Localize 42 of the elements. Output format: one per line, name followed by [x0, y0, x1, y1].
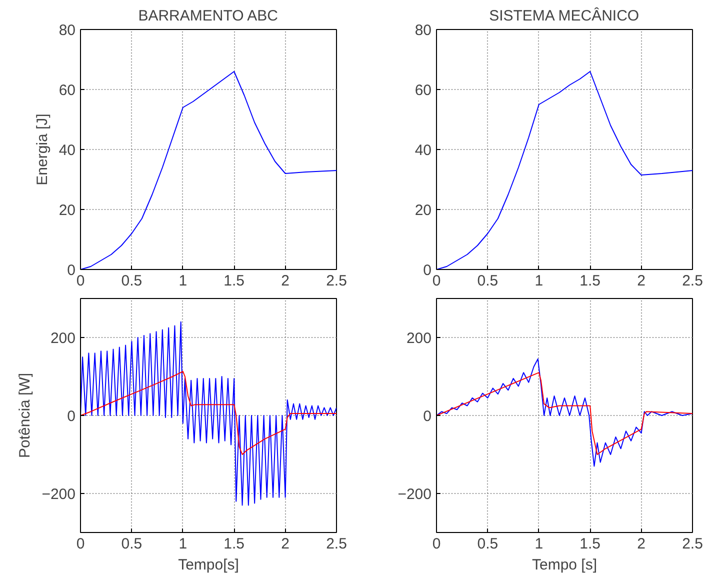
- x-tick-label: 1: [534, 272, 544, 290]
- y-tick-label: 60: [414, 82, 432, 99]
- y-tick-label: 200: [50, 330, 76, 347]
- x-tick-label: 1: [178, 536, 188, 552]
- x-tick-label: 2: [637, 536, 646, 552]
- y-tick-label: 0: [67, 262, 76, 279]
- x-tick-label: 1.5: [580, 272, 601, 290]
- y-tick-label: 40: [58, 142, 76, 159]
- y-tick-label: 80: [414, 22, 432, 39]
- y-tick-label: 80: [58, 22, 76, 39]
- y-axis-title: Energia [J]: [34, 114, 51, 186]
- y-axis-title: Potência [W]: [16, 372, 34, 458]
- x-axis-title: Tempo [s]: [532, 556, 598, 574]
- chart-title: SISTEMA MECÂNICO: [489, 6, 640, 24]
- y-tick-label: 0: [423, 262, 432, 279]
- x-tick-label: 1: [178, 272, 188, 290]
- x-tick-label: 1: [534, 536, 544, 552]
- y-tick-label: 20: [414, 202, 432, 219]
- y-tick-label: −200: [42, 486, 76, 503]
- x-tick-label: 2: [281, 536, 290, 552]
- x-tick-label: 2.5: [682, 536, 703, 552]
- x-tick-label: 2.5: [326, 536, 347, 552]
- x-axis-title: Tempo[s]: [178, 556, 239, 574]
- x-tick-label: 1.5: [580, 536, 601, 552]
- y-tick-label: 200: [406, 330, 432, 347]
- x-tick-label: 0.5: [121, 536, 142, 552]
- y-tick-label: −200: [398, 486, 432, 503]
- x-tick-label: 0.5: [477, 272, 498, 290]
- y-tick-label: 0: [67, 408, 76, 425]
- x-tick-label: 2.5: [326, 272, 347, 290]
- x-tick-label: 1.5: [224, 272, 245, 290]
- x-tick-label: 0.5: [121, 272, 142, 290]
- chart-title: BARRAMENTO ABC: [138, 8, 278, 24]
- y-tick-label: 40: [414, 142, 432, 159]
- x-tick-label: 2: [281, 272, 290, 290]
- y-tick-label: 20: [58, 202, 76, 219]
- x-tick-label: 0.5: [477, 536, 498, 552]
- x-tick-label: 2.5: [682, 272, 703, 290]
- x-tick-label: 1.5: [224, 536, 245, 552]
- x-tick-label: 2: [637, 272, 646, 290]
- y-tick-label: 60: [58, 82, 76, 99]
- y-tick-label: 0: [423, 408, 432, 425]
